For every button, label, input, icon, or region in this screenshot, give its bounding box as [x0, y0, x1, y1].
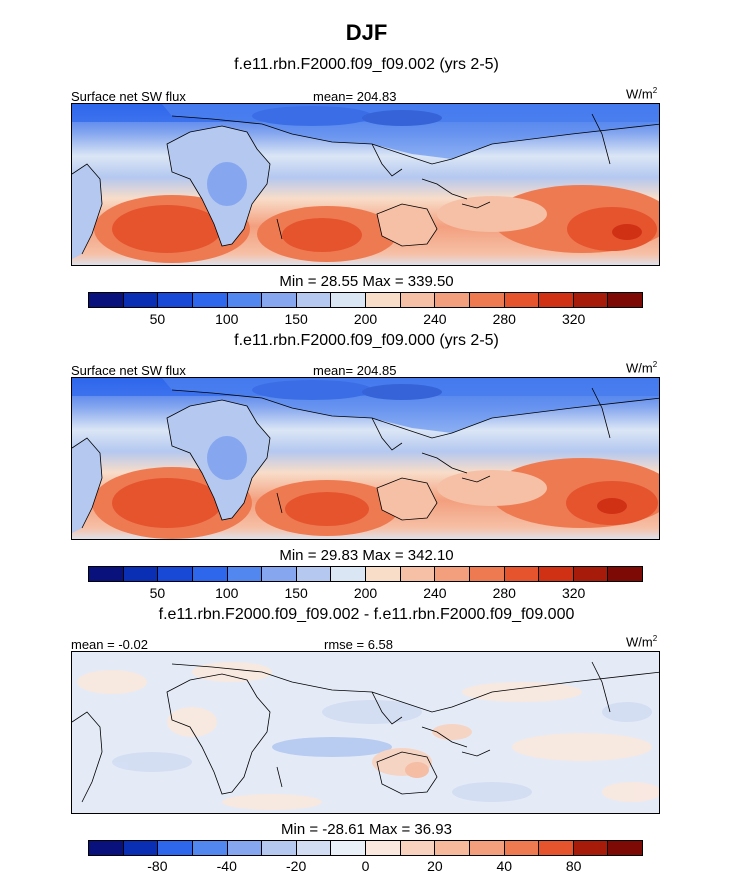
- colorbar-cell: [469, 293, 505, 307]
- panel-1-mean-label: mean= 204.83: [313, 89, 397, 104]
- tick-label: 20: [427, 858, 443, 874]
- colorbar-cell: [262, 841, 297, 855]
- colorbar-cell: [573, 293, 609, 307]
- panel-2-colorbar-ticks: 50 100 150 200 240 280 320: [88, 585, 643, 603]
- panel-2-minmax: Min = 29.83 Max = 342.10: [279, 547, 454, 564]
- colorbar-cell: [192, 567, 228, 581]
- panel-3-rmse-label: rmse = 6.58: [324, 637, 394, 652]
- tick-label: 50: [149, 311, 166, 327]
- panel-3-minmax: Min = -28.61 Max = 36.93: [281, 821, 452, 838]
- colorbar-cell: [123, 567, 159, 581]
- panel-3-units: W/m2: [626, 634, 658, 650]
- colorbar-cell: [400, 841, 436, 855]
- colorbar-cell: [192, 293, 228, 307]
- colorbar-cell: [227, 293, 263, 307]
- panel-3-mean-label: mean = -0.02: [71, 637, 148, 652]
- colorbar-cell: [366, 567, 401, 581]
- colorbar-cell: [123, 293, 159, 307]
- colorbar-cell: [331, 841, 366, 855]
- panel-2-title: f.e11.rbn.F2000.f09_f09.000 (yrs 2-5): [234, 332, 499, 349]
- tick-label: 150: [284, 585, 308, 601]
- colorbar-cell: [608, 293, 642, 307]
- colorbar-cell: [504, 293, 540, 307]
- colorbar-cell: [89, 567, 124, 581]
- figure-title: DJF: [345, 20, 388, 45]
- colorbar-cell: [539, 567, 574, 581]
- panel-2-units: W/m2: [626, 360, 658, 376]
- colorbar-cell: [435, 841, 470, 855]
- tick-label: 320: [561, 311, 586, 327]
- colorbar-cell: [227, 567, 263, 581]
- panel-2-map: [71, 377, 660, 540]
- panel-2-colorbar: [88, 566, 643, 582]
- panel-1-colorbar-ticks: 50 100 150 200 240 280 320: [88, 311, 643, 329]
- tick-label: 50: [149, 585, 166, 601]
- tick-label: 320: [561, 585, 586, 601]
- tick-label: -20: [286, 858, 307, 874]
- colorbar-cell: [296, 567, 332, 581]
- tick-label: 240: [423, 585, 447, 601]
- colorbar-cell: [400, 567, 436, 581]
- colorbar-cell: [158, 567, 193, 581]
- colorbar-cell: [504, 841, 540, 855]
- panel-3-colorbar-ticks: -80 -40 -20 0 20 40 80: [88, 858, 643, 876]
- tick-label: 280: [492, 311, 516, 327]
- tick-label: 200: [353, 311, 378, 327]
- colorbar-cell: [608, 567, 642, 581]
- panel-1-colorbar: [88, 292, 643, 308]
- colorbar-cell: [539, 841, 574, 855]
- colorbar-cell: [608, 841, 642, 855]
- tick-label: 80: [565, 858, 582, 874]
- tick-label: 40: [496, 858, 513, 874]
- colorbar-cell: [539, 293, 574, 307]
- colorbar-cell: [89, 293, 124, 307]
- colorbar-cell: [366, 293, 401, 307]
- tick-label: 150: [284, 311, 308, 327]
- panel-1-map: [71, 103, 660, 266]
- colorbar-cell: [366, 841, 401, 855]
- colorbar-cell: [158, 841, 193, 855]
- panel-1-variable-label: Surface net SW flux: [71, 89, 186, 104]
- colorbar-cell: [262, 567, 297, 581]
- colorbar-cell: [435, 293, 470, 307]
- panel-1-minmax: Min = 28.55 Max = 339.50: [279, 273, 454, 290]
- colorbar-cell: [331, 293, 366, 307]
- colorbar-cell: [331, 567, 366, 581]
- tick-label: 0: [361, 858, 370, 874]
- panel-2-variable-label: Surface net SW flux: [71, 363, 186, 378]
- panel-1-title: f.e11.rbn.F2000.f09_f09.002 (yrs 2-5): [234, 56, 499, 73]
- tick-label: 240: [423, 311, 447, 327]
- panel-3-map: [71, 651, 660, 814]
- tick-label: -80: [147, 858, 168, 874]
- colorbar-cell: [227, 841, 263, 855]
- colorbar-cell: [89, 841, 124, 855]
- colorbar-cell: [123, 841, 159, 855]
- colorbar-cell: [192, 841, 228, 855]
- tick-label: -40: [216, 858, 237, 874]
- colorbar-cell: [158, 293, 193, 307]
- colorbar-cell: [400, 293, 436, 307]
- colorbar-cell: [469, 841, 505, 855]
- panel-1-units: W/m2: [626, 86, 658, 102]
- tick-label: 100: [215, 585, 239, 601]
- tick-label: 200: [353, 585, 378, 601]
- colorbar-cell: [469, 567, 505, 581]
- colorbar-cell: [573, 841, 609, 855]
- tick-label: 280: [492, 585, 516, 601]
- panel-3-colorbar: [88, 840, 643, 856]
- panel-3-title: f.e11.rbn.F2000.f09_f09.002 - f.e11.rbn.…: [158, 606, 575, 623]
- colorbar-cell: [296, 841, 332, 855]
- tick-label: 100: [215, 311, 239, 327]
- panel-2-mean-label: mean= 204.85: [313, 363, 397, 378]
- colorbar-cell: [573, 567, 609, 581]
- colorbar-cell: [262, 293, 297, 307]
- colorbar-cell: [504, 567, 540, 581]
- colorbar-cell: [435, 567, 470, 581]
- colorbar-cell: [296, 293, 332, 307]
